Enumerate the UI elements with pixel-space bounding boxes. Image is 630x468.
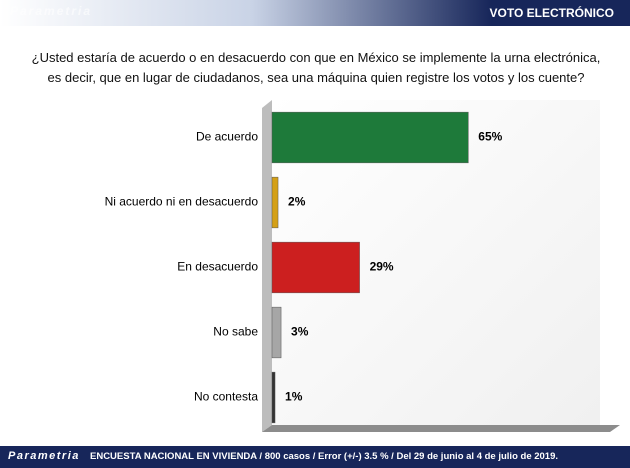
header-title: VOTO ELECTRÓNICO bbox=[489, 6, 614, 20]
value-label: 2% bbox=[288, 195, 306, 209]
value-label: 3% bbox=[291, 325, 309, 339]
bar bbox=[271, 371, 276, 424]
value-label: 29% bbox=[370, 260, 394, 274]
bar bbox=[271, 176, 279, 229]
logo: Parametria bbox=[10, 4, 93, 18]
footer: Parametria ENCUESTA NACIONAL EN VIVIENDA… bbox=[0, 446, 630, 468]
plot-floor bbox=[272, 100, 600, 425]
category-label: De acuerdo bbox=[196, 130, 258, 144]
category-label: No sabe bbox=[213, 325, 258, 339]
bar bbox=[271, 241, 360, 294]
footer-brand: Parametria bbox=[8, 450, 80, 462]
bar bbox=[271, 111, 469, 164]
category-label: Ni acuerdo ni en desacuerdo bbox=[105, 195, 259, 209]
header-bar: Parametria VOTO ELECTRÓNICO bbox=[0, 0, 630, 26]
chart-title: ¿Usted estaría de acuerdo o en desacuerd… bbox=[31, 50, 601, 85]
value-label: 1% bbox=[285, 390, 303, 404]
value-label: 65% bbox=[478, 130, 502, 144]
category-label: No contesta bbox=[194, 390, 258, 404]
plot-wall bbox=[262, 100, 272, 432]
bar bbox=[271, 306, 282, 359]
plot-base bbox=[262, 425, 620, 432]
footer-note: ENCUESTA NACIONAL EN VIVIENDA / 800 caso… bbox=[90, 451, 559, 462]
category-label: En desacuerdo bbox=[177, 260, 258, 274]
